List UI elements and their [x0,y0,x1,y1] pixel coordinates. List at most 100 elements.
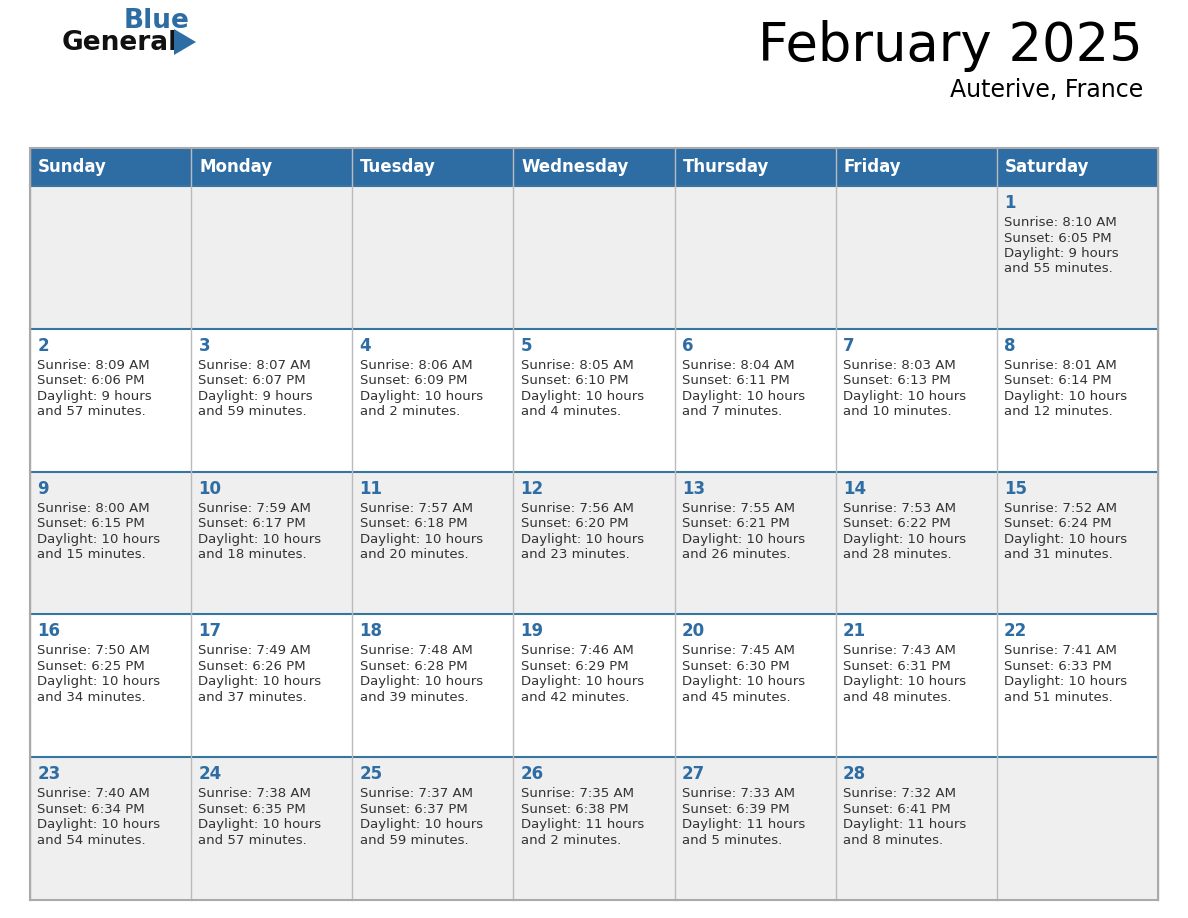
Text: Sunrise: 7:38 AM: Sunrise: 7:38 AM [198,788,311,800]
Text: and 39 minutes.: and 39 minutes. [360,691,468,704]
Text: 12: 12 [520,479,544,498]
Text: Sunset: 6:37 PM: Sunset: 6:37 PM [360,802,467,816]
Text: Sunset: 6:35 PM: Sunset: 6:35 PM [198,802,307,816]
Text: Daylight: 10 hours: Daylight: 10 hours [360,676,482,688]
Bar [675,757,835,900]
Bar [353,148,513,186]
Text: Sunrise: 8:10 AM: Sunrise: 8:10 AM [1004,216,1117,229]
Text: Sunrise: 8:06 AM: Sunrise: 8:06 AM [360,359,472,372]
Text: Sunrise: 8:01 AM: Sunrise: 8:01 AM [1004,359,1117,372]
Text: and 57 minutes.: and 57 minutes. [198,834,308,846]
Text: Sunset: 6:14 PM: Sunset: 6:14 PM [1004,375,1112,387]
Text: Daylight: 9 hours: Daylight: 9 hours [1004,247,1119,260]
Bar [353,472,513,614]
Text: 7: 7 [843,337,854,354]
Text: Sunrise: 8:04 AM: Sunrise: 8:04 AM [682,359,795,372]
Text: Sunrise: 8:03 AM: Sunrise: 8:03 AM [843,359,955,372]
Text: 13: 13 [682,479,704,498]
Text: Daylight: 10 hours: Daylight: 10 hours [360,818,482,831]
Text: Daylight: 10 hours: Daylight: 10 hours [843,390,966,403]
Text: Daylight: 11 hours: Daylight: 11 hours [843,818,966,831]
Text: Auterive, France: Auterive, France [949,78,1143,102]
Text: and 5 minutes.: and 5 minutes. [682,834,782,846]
Text: Daylight: 10 hours: Daylight: 10 hours [37,532,160,545]
Bar [30,329,191,472]
Text: 21: 21 [843,622,866,641]
Text: February 2025: February 2025 [758,20,1143,72]
Bar [675,329,835,472]
Bar [30,472,191,614]
Bar [997,329,1158,472]
Text: Sunset: 6:06 PM: Sunset: 6:06 PM [37,375,145,387]
Bar [513,148,675,186]
Bar [513,757,675,900]
Text: 24: 24 [198,766,222,783]
Text: and 37 minutes.: and 37 minutes. [198,691,308,704]
Text: Sunset: 6:10 PM: Sunset: 6:10 PM [520,375,628,387]
Text: and 2 minutes.: and 2 minutes. [360,406,460,419]
Text: 26: 26 [520,766,544,783]
Text: Daylight: 10 hours: Daylight: 10 hours [520,676,644,688]
Text: 14: 14 [843,479,866,498]
Text: and 28 minutes.: and 28 minutes. [843,548,952,561]
Text: Daylight: 11 hours: Daylight: 11 hours [682,818,805,831]
Text: 25: 25 [360,766,383,783]
Text: and 4 minutes.: and 4 minutes. [520,406,621,419]
Text: Sunset: 6:38 PM: Sunset: 6:38 PM [520,802,628,816]
Text: Daylight: 10 hours: Daylight: 10 hours [1004,676,1127,688]
Bar [675,472,835,614]
Text: 19: 19 [520,622,544,641]
Text: 4: 4 [360,337,371,354]
Text: and 42 minutes.: and 42 minutes. [520,691,630,704]
Bar [191,186,353,329]
Text: and 26 minutes.: and 26 minutes. [682,548,790,561]
Text: Sunset: 6:21 PM: Sunset: 6:21 PM [682,517,790,530]
Text: and 55 minutes.: and 55 minutes. [1004,263,1113,275]
Text: 11: 11 [360,479,383,498]
Bar [997,614,1158,757]
Text: 20: 20 [682,622,704,641]
Text: Daylight: 9 hours: Daylight: 9 hours [198,390,312,403]
Text: Daylight: 10 hours: Daylight: 10 hours [198,532,322,545]
Bar [353,186,513,329]
Text: Daylight: 10 hours: Daylight: 10 hours [360,390,482,403]
Text: and 45 minutes.: and 45 minutes. [682,691,790,704]
Text: 8: 8 [1004,337,1016,354]
Bar [513,329,675,472]
Text: Sunday: Sunday [38,158,107,176]
Text: 27: 27 [682,766,704,783]
Text: 18: 18 [360,622,383,641]
Bar [191,329,353,472]
Text: Daylight: 10 hours: Daylight: 10 hours [843,676,966,688]
Text: and 51 minutes.: and 51 minutes. [1004,691,1113,704]
Bar [997,186,1158,329]
Text: Sunset: 6:28 PM: Sunset: 6:28 PM [360,660,467,673]
Bar [353,757,513,900]
Text: Daylight: 10 hours: Daylight: 10 hours [520,390,644,403]
Bar [30,148,191,186]
Text: and 54 minutes.: and 54 minutes. [37,834,146,846]
Text: and 23 minutes.: and 23 minutes. [520,548,630,561]
Bar [997,757,1158,900]
Bar [675,186,835,329]
Text: Sunset: 6:26 PM: Sunset: 6:26 PM [198,660,307,673]
Text: Daylight: 10 hours: Daylight: 10 hours [843,532,966,545]
Text: Sunset: 6:29 PM: Sunset: 6:29 PM [520,660,628,673]
Text: Daylight: 10 hours: Daylight: 10 hours [1004,390,1127,403]
Text: Sunset: 6:34 PM: Sunset: 6:34 PM [37,802,145,816]
Text: Daylight: 10 hours: Daylight: 10 hours [520,532,644,545]
Text: Sunset: 6:33 PM: Sunset: 6:33 PM [1004,660,1112,673]
Text: 22: 22 [1004,622,1028,641]
Text: Sunrise: 8:05 AM: Sunrise: 8:05 AM [520,359,633,372]
Text: Sunset: 6:15 PM: Sunset: 6:15 PM [37,517,145,530]
Text: 23: 23 [37,766,61,783]
Text: Sunset: 6:20 PM: Sunset: 6:20 PM [520,517,628,530]
Text: Sunrise: 7:33 AM: Sunrise: 7:33 AM [682,788,795,800]
Text: Blue: Blue [124,8,190,34]
Text: Sunrise: 7:52 AM: Sunrise: 7:52 AM [1004,501,1117,515]
Text: Daylight: 11 hours: Daylight: 11 hours [520,818,644,831]
Text: 6: 6 [682,337,694,354]
Bar [675,148,835,186]
Text: and 15 minutes.: and 15 minutes. [37,548,146,561]
Text: Daylight: 10 hours: Daylight: 10 hours [198,818,322,831]
